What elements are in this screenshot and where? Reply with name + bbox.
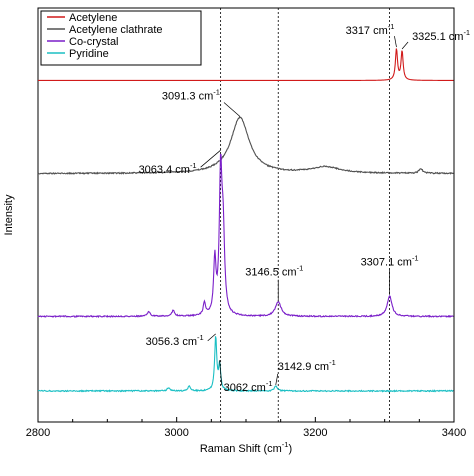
x-tick-label: 3200 bbox=[303, 427, 327, 439]
legend-box bbox=[40, 10, 202, 66]
peak-annotation: 3056.3 cm-1 bbox=[146, 333, 204, 348]
peak-annotation: 3307.1 cm-1 bbox=[361, 254, 419, 269]
legend-label: Pyridine bbox=[69, 48, 109, 60]
x-axis-ticks: 2800 3000 3200 3400 bbox=[26, 417, 466, 439]
x-tick-label: 2800 bbox=[26, 427, 50, 439]
legend-label: Acetylene clathrate bbox=[69, 24, 163, 36]
peak-annotation: 3063.4 cm-1 bbox=[139, 161, 197, 176]
plot-frame bbox=[37, 7, 455, 423]
x-tick-label: 3000 bbox=[164, 427, 188, 439]
legend-label: Co-crystal bbox=[69, 36, 119, 48]
annotation-leader bbox=[207, 333, 216, 342]
x-axis-label: Raman Shift (cm-1) bbox=[200, 440, 292, 455]
annotation-leader bbox=[223, 102, 241, 117]
series-line-co-crystal bbox=[37, 153, 454, 319]
peak-annotation: 3142.9 cm-1 bbox=[278, 358, 336, 373]
annotation-leader bbox=[275, 373, 279, 386]
annotation-leader bbox=[401, 41, 409, 50]
y-axis-label: Intensity bbox=[3, 194, 15, 235]
annotation-leader bbox=[394, 35, 397, 48]
peak-annotation: 3325.1 cm-1 bbox=[412, 28, 470, 43]
annotation-leader bbox=[200, 149, 221, 168]
series-line-acetylene-clathrate bbox=[37, 116, 454, 175]
series-line-pyridine bbox=[37, 336, 454, 393]
x-tick-label: 3400 bbox=[442, 427, 466, 439]
peak-annotation: 3146.5 cm-1 bbox=[245, 264, 303, 279]
peak-annotation: 3317 cm-1 bbox=[346, 22, 395, 37]
peak-annotation: 3062 cm-1 bbox=[224, 379, 273, 394]
legend-label: Acetylene bbox=[69, 12, 117, 24]
reference-lines bbox=[220, 8, 390, 422]
peak-annotation: 3091.3 cm-1 bbox=[162, 87, 220, 102]
series-line-acetylene bbox=[38, 48, 454, 81]
series-group bbox=[37, 48, 454, 393]
annotation-leader bbox=[219, 360, 223, 386]
peak-annotations: 3317 cm-1 3325.1 cm-1 3091.3 cm-1 3063.4 cm… bbox=[139, 22, 471, 394]
